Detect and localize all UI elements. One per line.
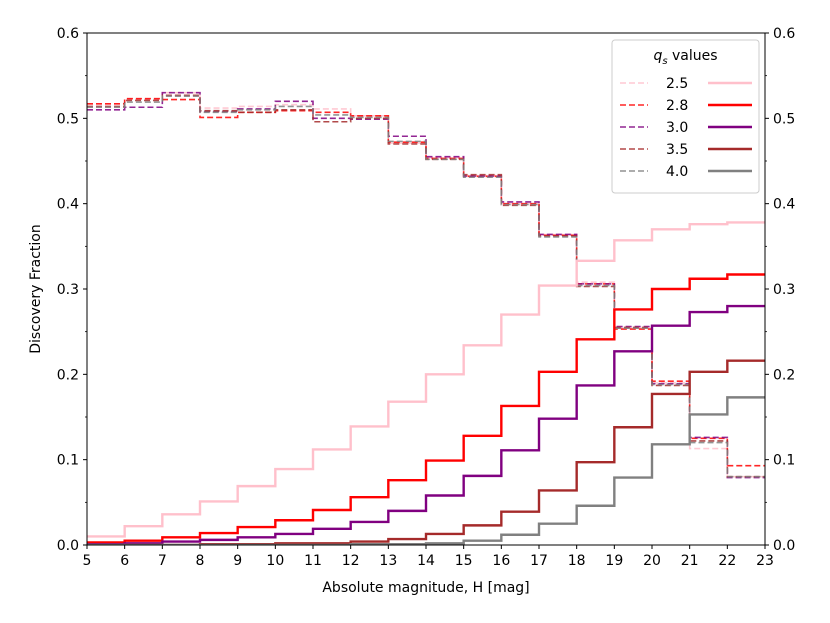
y-tick-label-left: 0.1: [57, 453, 79, 469]
y-tick-label-left: 0.0: [57, 538, 79, 554]
y-tick-label-right: 0.5: [773, 111, 795, 127]
x-tick-label: 5: [83, 553, 92, 569]
y-tick-label-left: 0.3: [57, 282, 79, 298]
legend-entry-label: 4.0: [666, 164, 688, 180]
series-3.0-solid-line: [87, 304, 765, 545]
y-tick-label-right: 0.0: [773, 538, 795, 554]
x-tick-label: 13: [379, 553, 397, 569]
x-tick-label: 19: [605, 553, 623, 569]
y-tick-label-right: 0.6: [773, 26, 795, 42]
legend-box: [611, 39, 760, 194]
series-4.0-solid-line: [87, 396, 765, 545]
y-tick-label-right: 0.4: [773, 197, 795, 213]
y-tick-label-left: 0.6: [57, 26, 79, 42]
x-tick-label: 14: [417, 553, 435, 569]
legend-entry-label: 2.8: [666, 98, 688, 114]
x-tick-label: 10: [266, 553, 284, 569]
y-tick-label-right: 0.1: [773, 453, 795, 469]
y-tick-label-right: 0.3: [773, 282, 795, 298]
x-tick-label: 15: [455, 553, 473, 569]
legend-title: qs values: [653, 48, 717, 67]
x-tick-label: 6: [120, 553, 129, 569]
x-tick-label: 22: [718, 553, 736, 569]
x-tick-label: 21: [681, 553, 699, 569]
legend-entry-label: 3.0: [666, 120, 688, 136]
legend-entry-label: 3.5: [666, 142, 688, 158]
x-tick-label: 20: [643, 553, 661, 569]
x-tick-label: 12: [342, 553, 360, 569]
y-tick-label-left: 0.4: [57, 197, 79, 213]
legend-entry-label: 2.5: [666, 76, 688, 92]
x-tick-label: 16: [492, 553, 510, 569]
x-tick-label: 23: [756, 553, 774, 569]
legend: qs values 2.5 2.8 3.0 3.5 4.0: [611, 39, 760, 194]
series-2.8-solid-line: [87, 273, 765, 544]
x-tick-label: 7: [158, 553, 167, 569]
y-tick-label-left: 0.2: [57, 367, 79, 383]
x-tick-label: 18: [568, 553, 586, 569]
y-tick-label-left: 0.5: [57, 111, 79, 127]
x-tick-label: 9: [233, 553, 242, 569]
x-tick-label: 11: [304, 553, 322, 569]
x-tick-label: 17: [530, 553, 548, 569]
x-tick-label: 8: [196, 553, 205, 569]
x-axis-label: Absolute magnitude, H [mag]: [322, 580, 529, 596]
y-tick-label-right: 0.2: [773, 367, 795, 383]
y-axis-label: Discovery Fraction: [28, 224, 44, 354]
series-2.5-solid-line: [87, 221, 765, 538]
